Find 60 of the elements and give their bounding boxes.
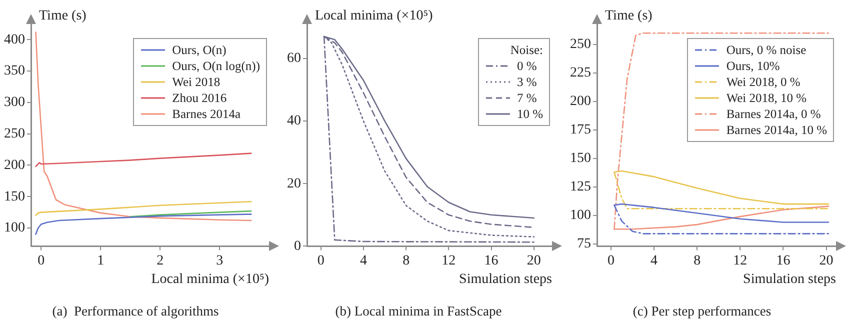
x-axis-title: Simulation steps xyxy=(459,272,552,288)
legend-label: Ours, O(n) xyxy=(172,42,226,58)
y-tick-label: 350 xyxy=(4,64,25,79)
legend-label: Ours, 0 % noise xyxy=(726,42,806,58)
y-tick-label: 20 xyxy=(287,176,301,192)
x-tick-label: 20 xyxy=(526,253,541,268)
y-tick-label: 100 xyxy=(4,220,25,236)
y-tick-label: 125 xyxy=(570,180,591,195)
legend-label: 10 % xyxy=(516,106,543,122)
x-tick-label: 0 xyxy=(317,253,324,268)
legend-title: Noise: xyxy=(509,42,543,58)
y-tick-label: 75 xyxy=(577,236,591,252)
legend-label: Zhou 2016 xyxy=(172,90,227,106)
x-tick-label: 2 xyxy=(156,253,164,268)
x-axis-title: Local minima (×10⁵) xyxy=(151,272,270,288)
x-tick-label: 12 xyxy=(442,253,456,268)
x-tick-label: 16 xyxy=(776,253,790,268)
x-tick-label: 3 xyxy=(216,253,224,268)
y-tick-label: 60 xyxy=(287,51,301,66)
y-tick-label: 300 xyxy=(4,95,25,110)
text: (c) Per step performances xyxy=(632,303,772,318)
legend-label: Wei 2018, 10 % xyxy=(726,90,807,106)
legend-label: 7 % xyxy=(516,90,537,106)
legend-label: Wei 2018, 0 % xyxy=(726,74,800,90)
y-tick-label: 175 xyxy=(570,122,591,138)
text: (b) Local minima in FastScape xyxy=(335,303,502,318)
legend-label: Barnes 2014a xyxy=(172,106,241,122)
legend-label: 3 % xyxy=(516,74,537,90)
x-tick-label: 0 xyxy=(607,253,614,268)
x-tick-label: 1 xyxy=(97,253,104,268)
y-tick-label: 200 xyxy=(570,94,591,110)
x-tick-label: 20 xyxy=(819,253,834,268)
y-tick-label: 225 xyxy=(570,66,591,81)
y-tick-label: 200 xyxy=(4,158,25,173)
legend-label: Wei 2018 xyxy=(172,74,220,90)
y-tick-label: 40 xyxy=(287,114,301,129)
y-tick-label: 250 xyxy=(570,37,591,52)
y-tick-label: 250 xyxy=(4,126,25,142)
y-axis-title: Local minima (×10⁵) xyxy=(315,8,434,24)
y-tick-label: 0 xyxy=(294,238,301,254)
x-tick-label: 4 xyxy=(360,253,367,268)
x-tick-label: 16 xyxy=(484,253,498,268)
legend-label: 0 % xyxy=(516,58,537,74)
y-tick-label: 150 xyxy=(570,151,591,166)
x-axis-title: Simulation steps xyxy=(743,272,836,288)
x-tick-label: 4 xyxy=(650,253,658,268)
legend-label: Ours, 10% xyxy=(726,58,780,74)
legend-label: Barnes 2014a, 0 % xyxy=(726,106,821,122)
x-tick-label: 12 xyxy=(733,253,748,268)
y-tick-label: 400 xyxy=(4,32,25,48)
x-tick-label: 8 xyxy=(402,253,410,268)
y-tick-label: 150 xyxy=(4,189,25,204)
x-tick-label: 0 xyxy=(38,253,45,268)
text: (a) Performance of algorithms xyxy=(52,303,219,318)
legend-label: Ours, O(n log(n)) xyxy=(172,58,260,74)
y-tick-label: 100 xyxy=(570,208,591,224)
y-axis-title: Time (s) xyxy=(605,8,653,24)
legend-label: Barnes 2014a, 10 % xyxy=(726,122,827,138)
x-tick-label: 8 xyxy=(694,253,701,268)
y-axis-title: Time (s) xyxy=(39,8,87,24)
